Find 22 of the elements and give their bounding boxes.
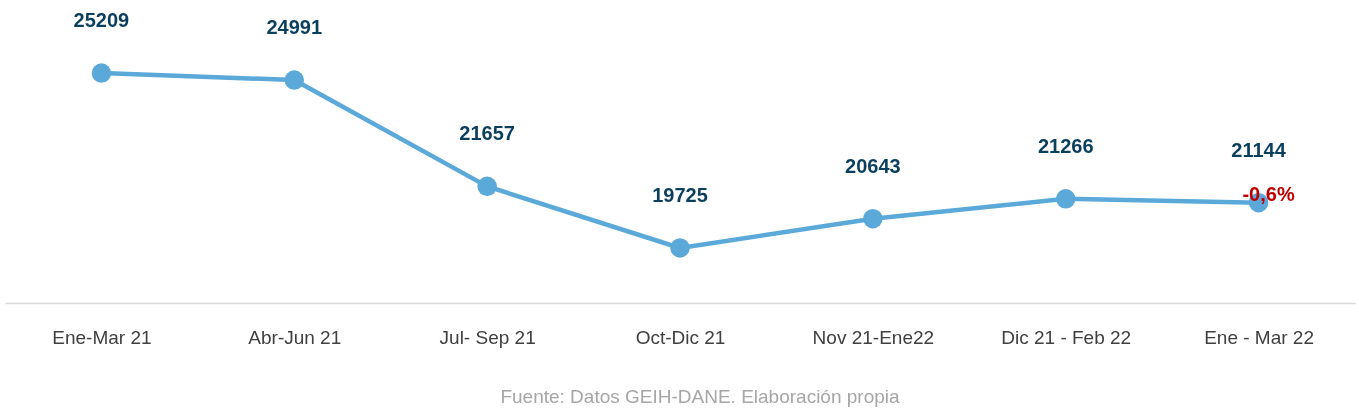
point xyxy=(863,208,883,229)
x-tick-label: Ene-Mar 21 xyxy=(52,326,152,348)
x-tick-label: Nov 21-Ene22 xyxy=(812,326,935,348)
point xyxy=(91,63,112,83)
x-tick-label: Dic 21 - Feb 22 xyxy=(1001,326,1132,348)
data-label: 21266 xyxy=(1037,134,1094,157)
x-tick-label: Ene - Mar 22 xyxy=(1204,326,1314,348)
x-tick-label: Abr-Jun 21 xyxy=(248,326,342,348)
data-label: 21657 xyxy=(459,122,515,145)
data-label: 19725 xyxy=(652,183,708,206)
data-label: 24991 xyxy=(266,16,323,39)
data-label: 21144 xyxy=(1231,138,1287,161)
point xyxy=(670,238,690,258)
data-label: 25209 xyxy=(73,9,130,32)
x-tick-label: Oct-Dic 21 xyxy=(635,326,726,348)
x-tick-label: Jul- Sep 21 xyxy=(439,326,536,348)
point xyxy=(1055,189,1076,209)
source-note: Fuente: Datos GEIH-DANE. Elaboración propia xyxy=(500,386,901,407)
point xyxy=(477,176,497,197)
data-label: 20643 xyxy=(845,154,901,177)
point xyxy=(284,70,305,90)
annotation: -0,6% xyxy=(1242,182,1295,205)
